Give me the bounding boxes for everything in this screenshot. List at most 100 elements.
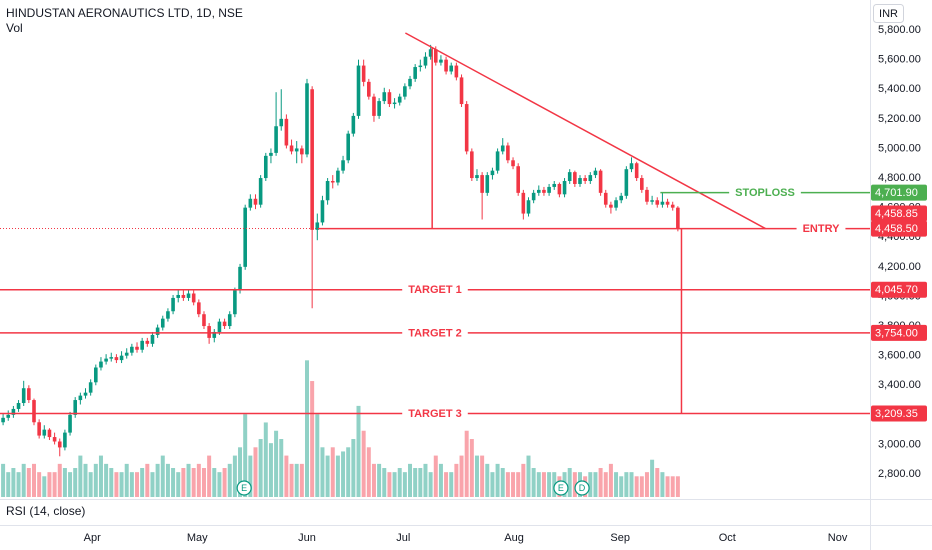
candle-body — [397, 96, 402, 103]
candle-body — [500, 145, 505, 152]
volume-bar — [423, 463, 428, 497]
volume-bar — [104, 463, 109, 497]
last-price-tag-bg — [871, 205, 927, 222]
volume-bar — [593, 472, 598, 497]
candle-body — [222, 321, 227, 327]
price-layer — [1, 44, 680, 457]
volume-bar — [413, 468, 418, 497]
candle-body — [315, 222, 320, 230]
level-price-tag: 4,458.50 — [875, 223, 918, 235]
currency[interactable]: INR — [879, 8, 898, 20]
volume-bar — [567, 468, 572, 497]
candle-body — [27, 388, 31, 401]
level-label-bg — [402, 282, 468, 297]
volume-bar — [222, 468, 227, 497]
volume-bar — [289, 463, 294, 497]
candle-body — [593, 170, 598, 176]
candle-body — [423, 56, 428, 66]
y-tick-label: 3,400.00 — [878, 379, 921, 391]
candle-body — [63, 432, 67, 448]
level-price-tag-bg — [871, 405, 927, 422]
volume-bar — [588, 472, 593, 497]
volume-bar — [511, 472, 516, 497]
candle-body — [346, 133, 351, 161]
volume-bar — [603, 472, 608, 497]
volume-bar — [438, 463, 443, 497]
volume-bar — [371, 463, 376, 497]
indicator-title: RSI (14, close) — [6, 504, 85, 518]
event-marker — [553, 480, 569, 496]
candle-body — [341, 160, 345, 171]
volume-bar — [469, 439, 474, 497]
candle-body — [645, 189, 649, 202]
candle-body — [485, 175, 490, 193]
candle-body — [263, 155, 268, 179]
candle-body — [629, 163, 634, 170]
volume-bar — [150, 472, 155, 497]
candle-body — [150, 334, 155, 344]
candle-body — [660, 201, 665, 205]
volume-bar — [392, 472, 397, 497]
candle-body — [619, 195, 624, 201]
level-price-tag: 3,209.35 — [875, 408, 918, 420]
candle-body — [567, 172, 572, 182]
candle-body — [166, 311, 170, 319]
candle-body — [233, 290, 237, 315]
candle-body — [207, 326, 211, 338]
volume-bar — [320, 447, 325, 497]
level-label: TARGET 3 — [408, 408, 462, 420]
candle-body — [258, 178, 263, 205]
candle-body — [197, 302, 201, 315]
volume-bar — [480, 455, 485, 497]
volume-bar — [124, 463, 129, 497]
volume-bar — [57, 463, 62, 497]
candle-body — [578, 178, 582, 184]
candle-body — [475, 175, 479, 179]
candle-body — [274, 126, 278, 153]
volume-bar — [6, 472, 11, 497]
level-price-tag-bg — [871, 220, 927, 237]
candle-body — [557, 183, 562, 195]
level-label-bg — [402, 325, 468, 340]
last-price-tag: 4,458.85 — [875, 208, 918, 220]
candle-body — [377, 101, 381, 116]
volume-bar — [16, 472, 21, 497]
level-label-bg — [729, 185, 801, 200]
symbol-title: HINDUSTAN AERONAUTICS LTD, 1D, NSE — [6, 6, 243, 20]
volume-bar — [52, 472, 57, 497]
volume-bar — [608, 463, 613, 497]
volume-bar — [335, 455, 340, 497]
volume-bar — [299, 463, 304, 497]
x-tick-label: Sep — [610, 532, 630, 544]
volume-bar — [541, 472, 546, 497]
volume-bar — [572, 472, 577, 497]
level-label: STOPLOSS — [735, 187, 795, 199]
volume-bar — [665, 476, 670, 497]
volume-bar — [418, 468, 423, 497]
candle-body — [78, 395, 83, 401]
candle-body — [470, 151, 474, 179]
candle-body — [670, 204, 675, 208]
candle-body — [367, 81, 371, 97]
candle-body — [588, 175, 593, 182]
volume-bar — [279, 439, 284, 497]
candle-body — [21, 388, 26, 404]
level-price-tag-bg — [871, 324, 927, 341]
volume-bar — [217, 472, 222, 497]
y-tick-label: 5,600.00 — [878, 54, 921, 66]
candle-body — [640, 178, 644, 190]
candle-body — [253, 198, 258, 205]
volume-bar — [531, 468, 536, 497]
candle-body — [289, 145, 294, 152]
candle-body — [11, 408, 16, 415]
volume-bar — [98, 455, 103, 497]
volume-bar — [634, 476, 639, 497]
volume-title: Vol — [6, 21, 23, 35]
volume-bar — [232, 455, 237, 497]
x-tick-label: Jul — [396, 532, 410, 544]
candle-body — [279, 118, 284, 127]
currency-box[interactable] — [873, 4, 904, 23]
y-tick-label: 3,600.00 — [878, 350, 921, 362]
candle-body — [37, 422, 41, 436]
